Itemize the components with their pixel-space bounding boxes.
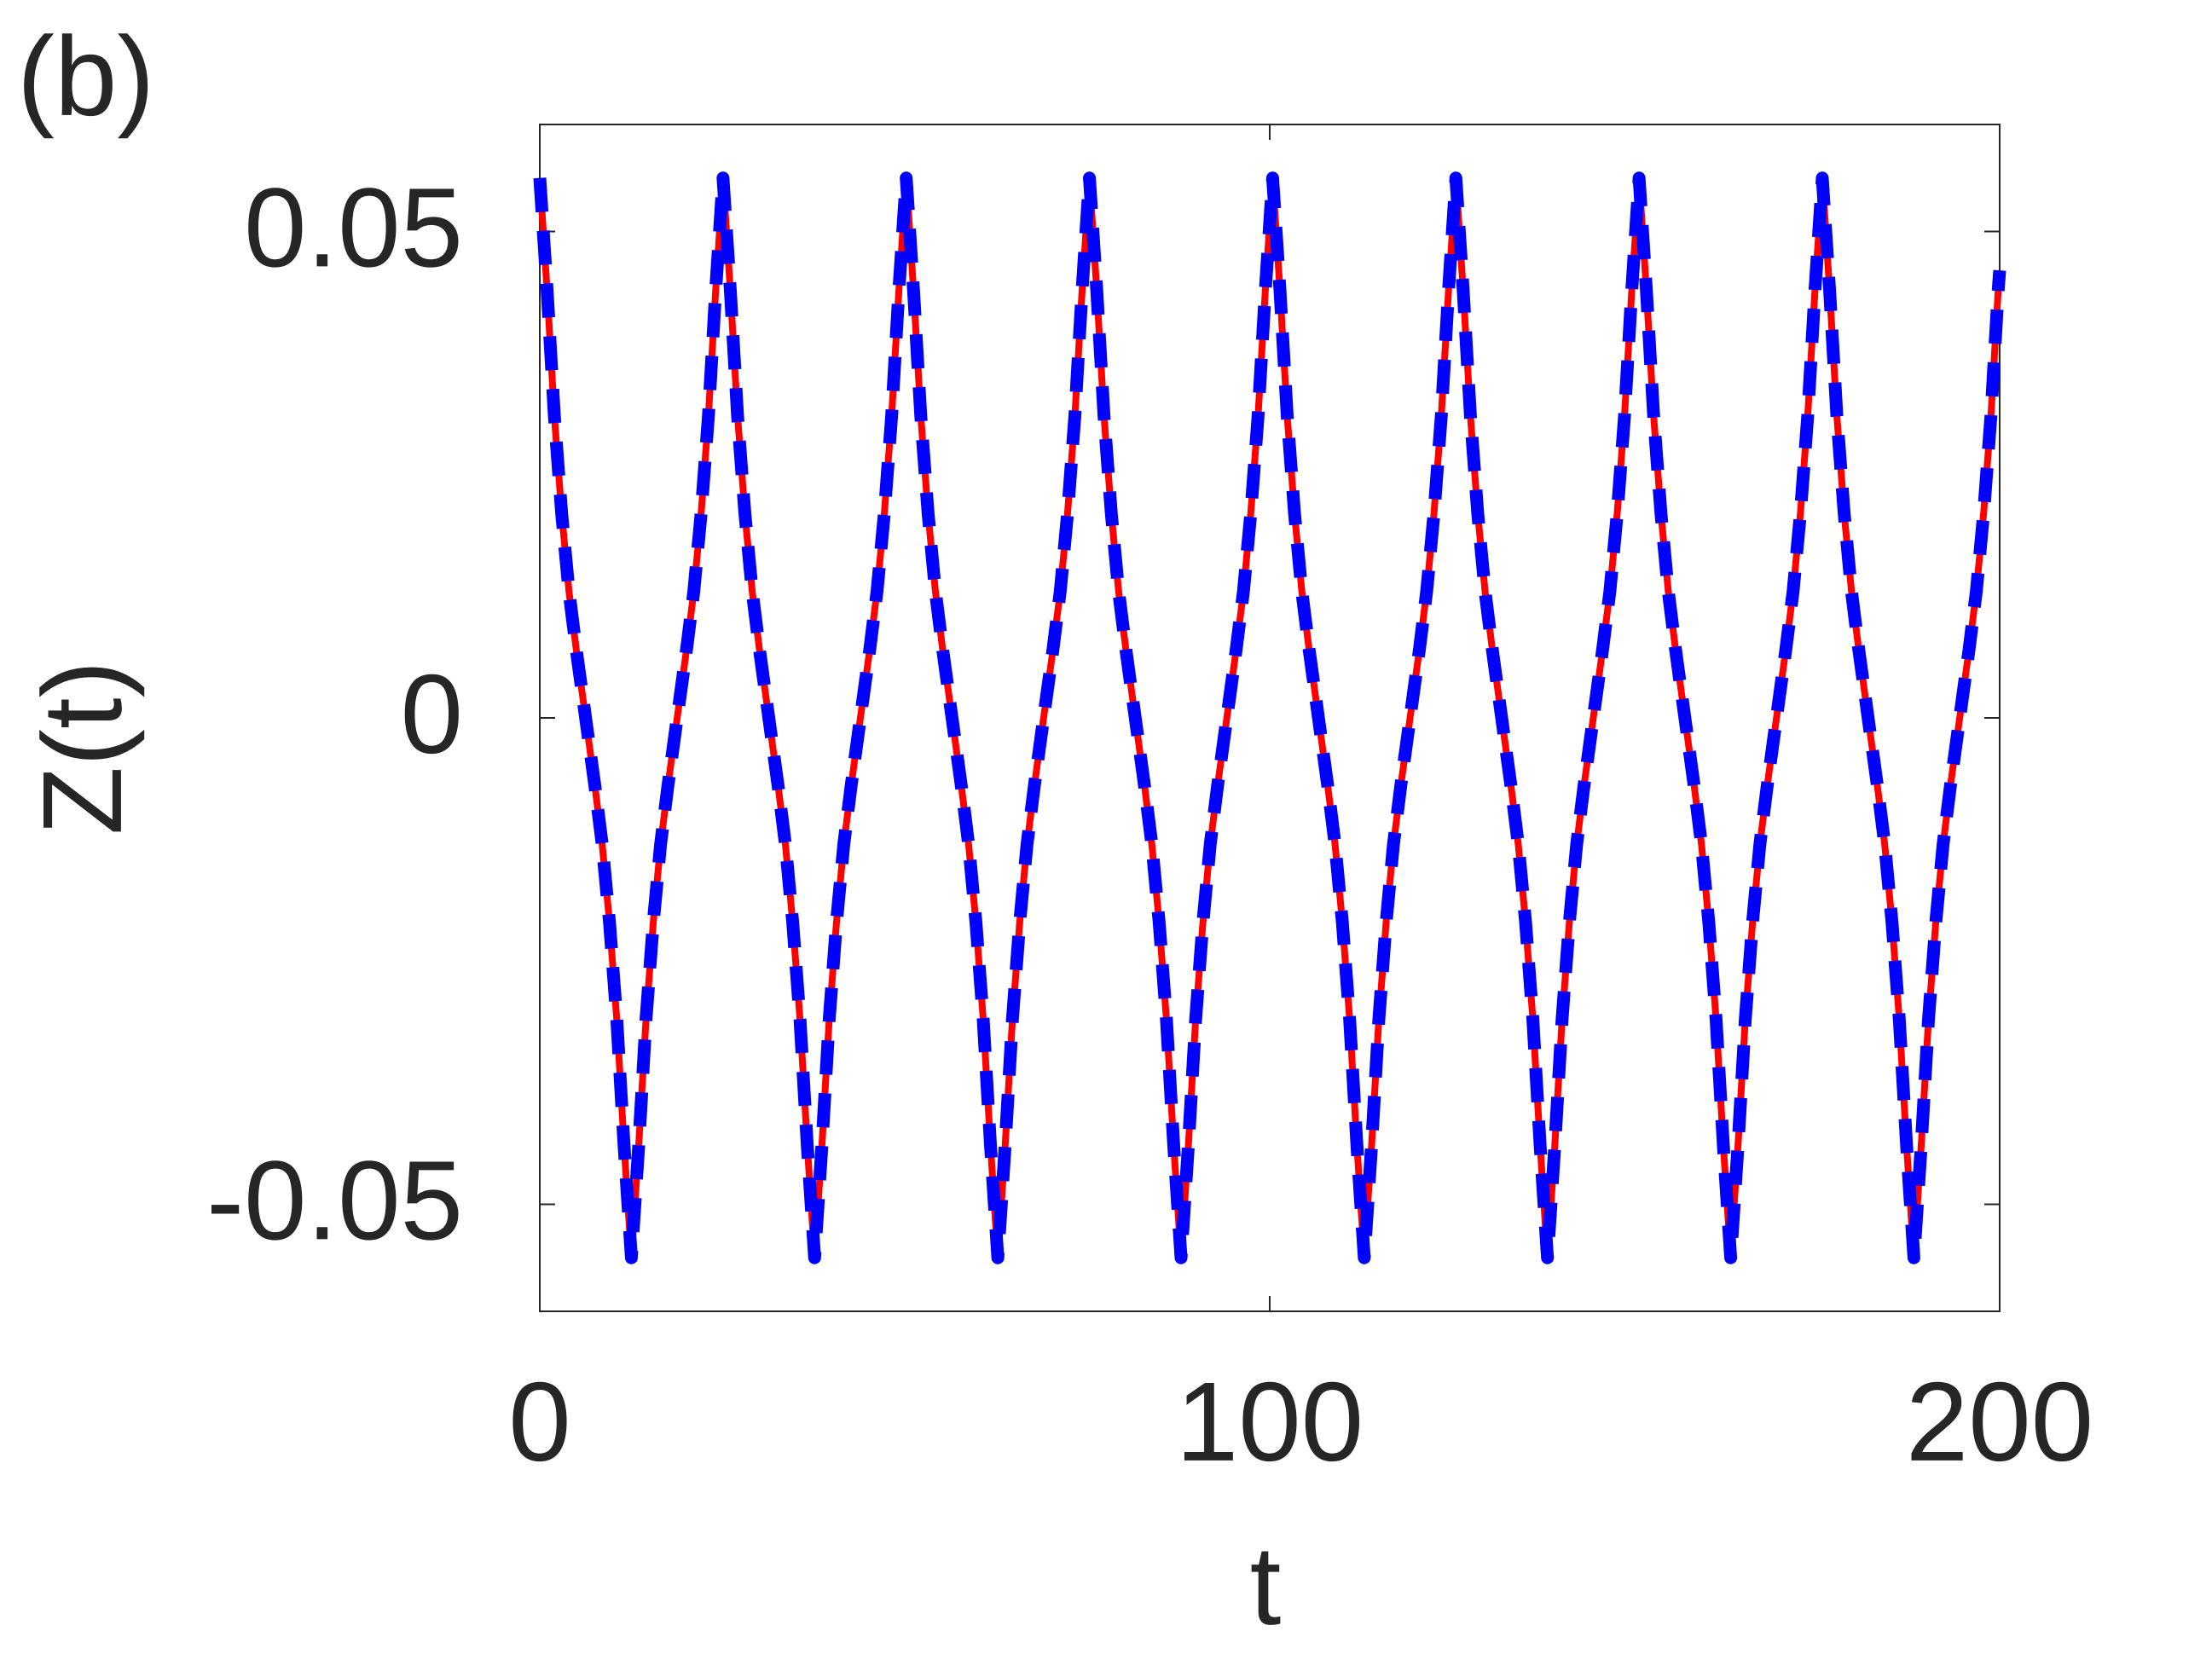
x-tick-label: 200 <box>1906 1359 2093 1484</box>
y-tick-label: 0 <box>401 651 463 777</box>
x-tick-label: 100 <box>1176 1359 1364 1484</box>
x-axis-label: t <box>1250 1523 1282 1648</box>
y-tick-label: 0.05 <box>244 165 463 290</box>
panel-label: (b) <box>17 14 154 139</box>
plot-area <box>539 124 2001 1312</box>
x-tick-label: 0 <box>508 1359 570 1484</box>
y-tick-label: -0.05 <box>206 1137 463 1263</box>
y-axis-label: Z(t) <box>20 660 145 835</box>
series-line <box>533 171 2006 1264</box>
